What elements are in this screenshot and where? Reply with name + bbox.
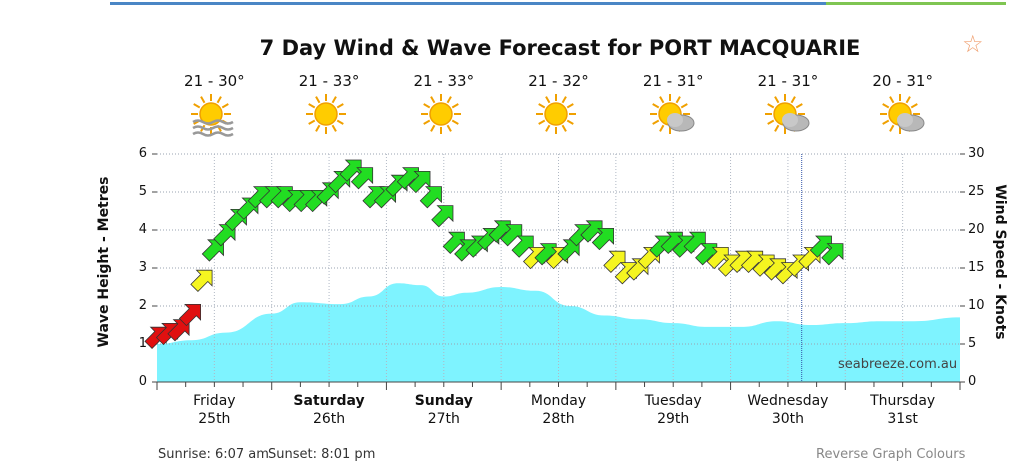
day-date: 27th <box>427 411 460 427</box>
sun-icon <box>419 94 469 138</box>
day-date: 26th <box>312 411 346 427</box>
day-label: Sunday 27th <box>394 392 494 428</box>
day-label: Friday 25th <box>164 392 264 428</box>
day-label: Tuesday 29th <box>623 392 723 428</box>
y-right-tick-label: 5 <box>968 336 977 351</box>
day-temp-range: 21 - 33° <box>413 72 475 90</box>
day-date: 29th <box>657 411 690 427</box>
wind-arrow <box>213 224 236 247</box>
day-date: 28th <box>542 411 575 427</box>
day-temp-range: 20 - 31° <box>872 72 933 90</box>
day-label: Thursday 31st <box>853 392 953 428</box>
day-label: Wednesday 30th <box>738 392 838 428</box>
wind-arrow <box>178 304 202 327</box>
wind-arrow <box>557 239 580 262</box>
wind-arrow <box>350 167 374 190</box>
wind-arrow <box>431 205 454 228</box>
day-weekday: Monday <box>530 393 587 409</box>
wind-arrow <box>500 224 523 247</box>
y-left-tick-label: 3 <box>138 260 147 275</box>
y-left-tick-label: 5 <box>138 184 147 199</box>
day-weekday: Tuesday <box>644 393 702 409</box>
sun-cloud-icon <box>648 94 698 138</box>
day-weekday: Wednesday <box>747 393 829 409</box>
reverse-graph-colours-link[interactable]: Reverse Graph Colours <box>816 447 966 462</box>
y-right-tick-label: 15 <box>968 260 985 275</box>
wind-arrow <box>591 228 614 251</box>
day-temp-range: 21 - 30° <box>184 72 245 90</box>
day-label: Monday 28th <box>509 392 609 428</box>
top-accent-line-green <box>826 2 1006 5</box>
wind-arrow <box>821 243 844 266</box>
y-left-tick-label: 6 <box>138 146 147 161</box>
sun-fog-icon <box>189 94 239 138</box>
wind-arrow <box>511 235 534 258</box>
wind-arrow <box>408 171 431 194</box>
y-right-tick-label: 30 <box>968 146 985 161</box>
watermark-text: seabreeze.com.au <box>838 357 958 372</box>
day-temp-range: 21 - 33° <box>298 72 360 90</box>
day-label: Saturday 26th <box>279 392 379 428</box>
day-weekday: Sunday <box>414 393 473 409</box>
y-right-tick-label: 25 <box>968 184 985 199</box>
day-temp-range: 21 - 31° <box>642 72 704 90</box>
y-left-tick-label: 2 <box>138 298 147 313</box>
wind-arrow <box>603 250 626 273</box>
day-temp-range: 21 - 31° <box>757 72 819 90</box>
y-right-tick-label: 10 <box>968 298 985 313</box>
day-weekday: Thursday <box>870 393 936 409</box>
sun-icon <box>534 94 584 138</box>
day-weekday: Friday <box>193 393 236 409</box>
y-axis-left-label: Wave Height - Metres <box>96 176 112 348</box>
y-left-tick-label: 0 <box>138 374 147 389</box>
y-axis-right-label: Wind Speed - Knots <box>992 184 1008 340</box>
day-weekday: Saturday <box>293 393 365 409</box>
sunset-text: Sunset: 8:01 pm <box>268 447 376 462</box>
y-left-tick-label: 1 <box>138 336 147 351</box>
sun-cloud-icon <box>878 94 928 138</box>
day-date: 31st <box>887 411 918 427</box>
wind-arrow <box>419 186 442 209</box>
chart-title: 7 Day Wind & Wave Forecast for PORT MACQ… <box>259 36 861 60</box>
day-temp-range: 21 - 32° <box>528 72 589 90</box>
wave-height-area <box>157 283 960 382</box>
wind-arrow <box>167 319 190 342</box>
y-right-tick-label: 20 <box>968 222 985 237</box>
wind-arrow <box>201 239 224 262</box>
day-date: 25th <box>198 411 231 427</box>
top-accent-line-blue <box>110 2 826 5</box>
wind-arrow <box>683 231 706 254</box>
day-date: 30th <box>771 411 805 427</box>
y-left-tick-label: 4 <box>138 222 147 237</box>
y-right-tick-label: 0 <box>968 374 977 389</box>
star-outline-icon[interactable]: ☆ <box>962 30 984 58</box>
sun-cloud-icon <box>763 94 813 138</box>
sunrise-text: Sunrise: 6:07 am <box>158 447 269 462</box>
wind-arrow <box>190 269 213 292</box>
sun-icon <box>304 94 354 138</box>
